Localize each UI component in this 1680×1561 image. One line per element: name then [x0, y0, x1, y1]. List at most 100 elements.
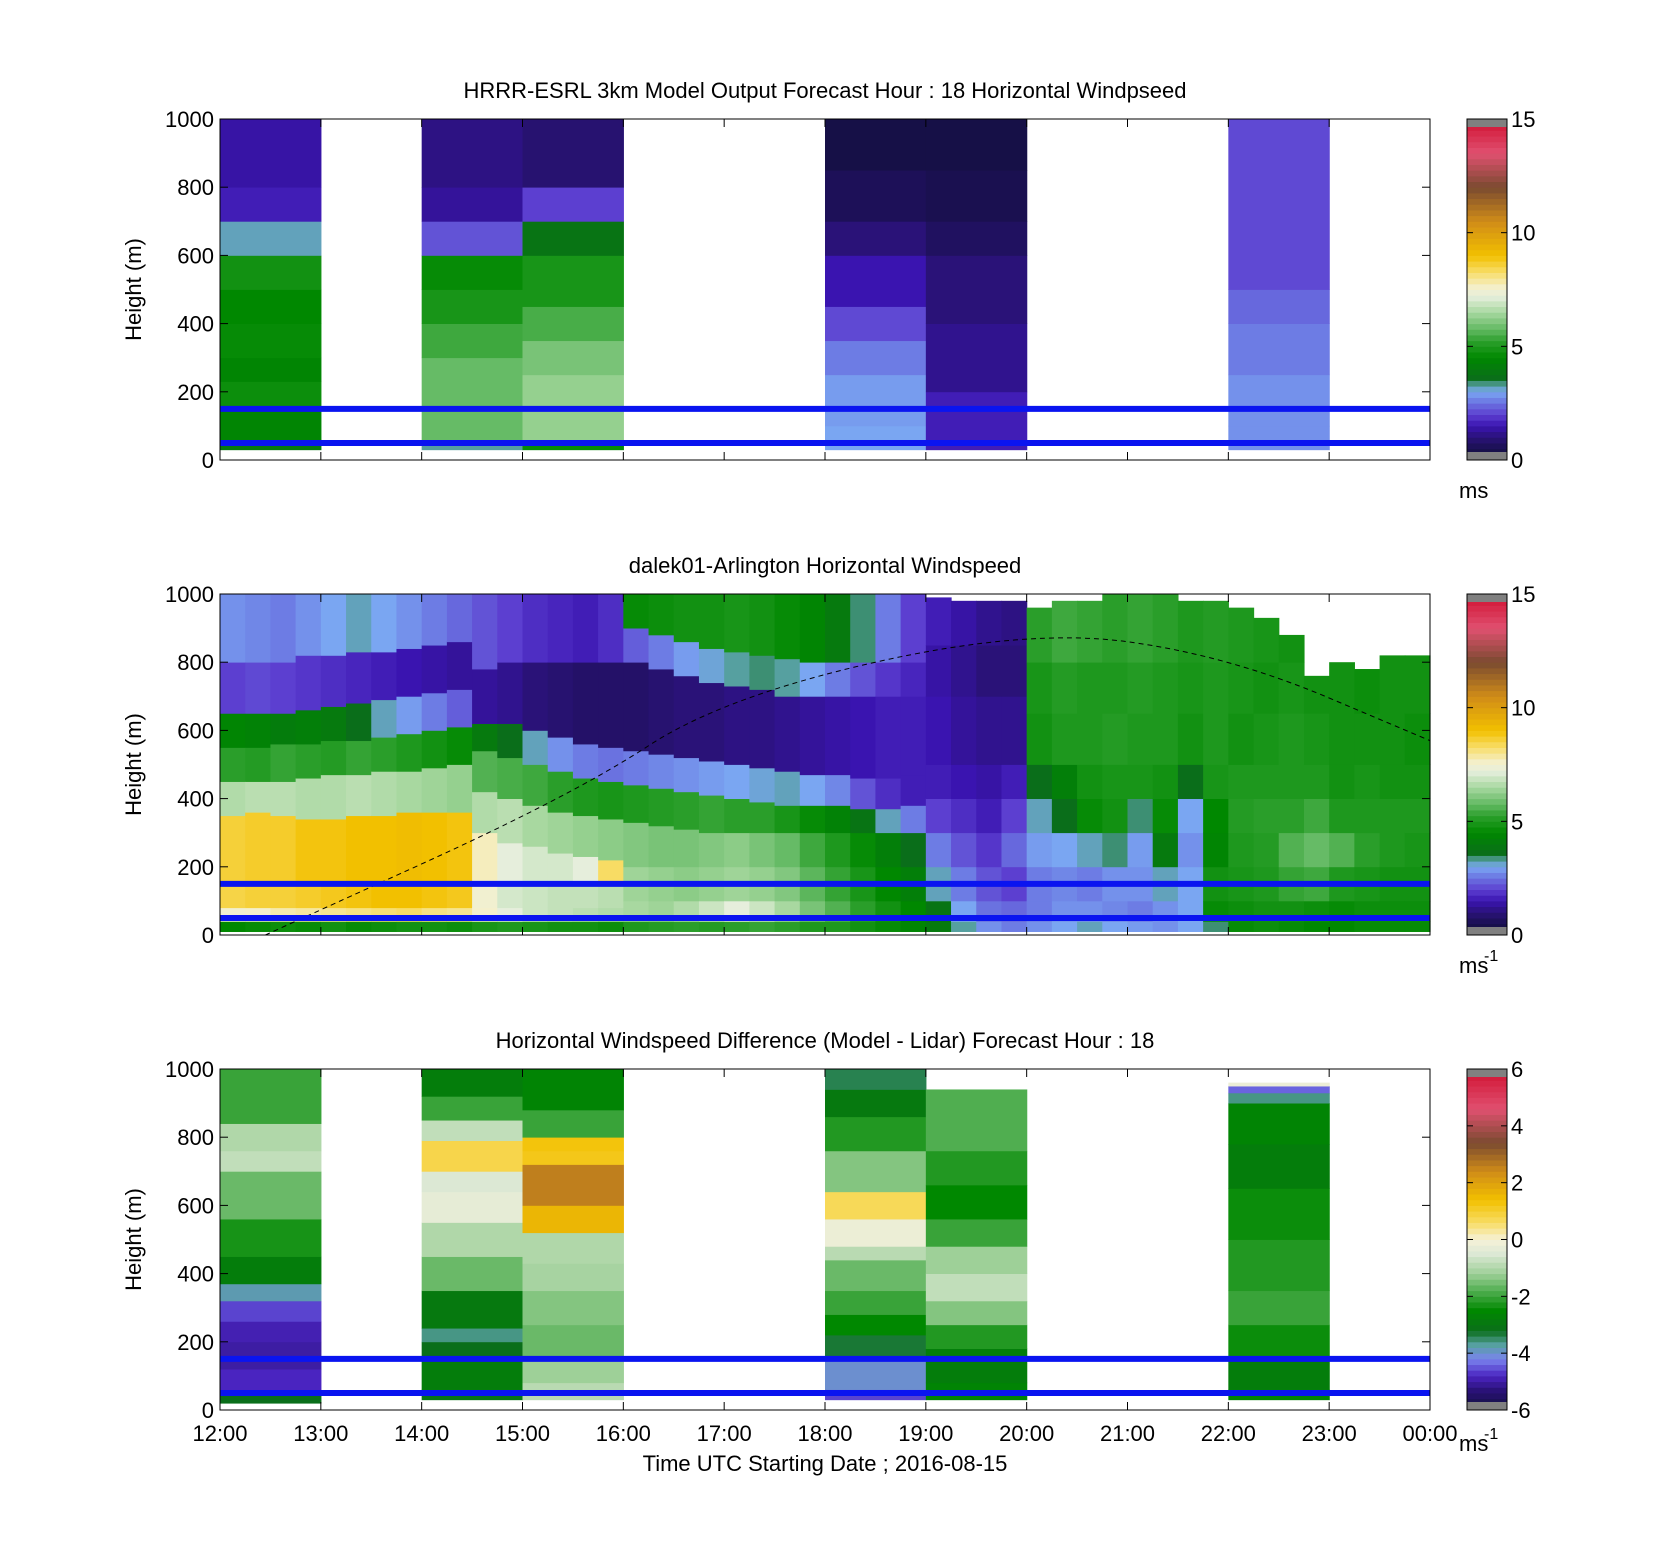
heatmap-cell — [825, 119, 927, 171]
data-column — [623, 594, 650, 932]
heatmap-cell — [346, 815, 372, 885]
y-tick-label: 0 — [202, 923, 214, 948]
heatmap-cell — [1228, 798, 1255, 834]
heatmap-cell — [976, 600, 1003, 646]
colorbar-overflow-cap — [1467, 119, 1507, 127]
heatmap-cell — [220, 594, 246, 663]
colorbar-segment — [1467, 1387, 1507, 1394]
heatmap-cell — [1077, 764, 1103, 799]
heatmap-cell — [749, 832, 776, 868]
heatmap-cell — [825, 374, 927, 427]
heatmap-cell — [245, 781, 272, 813]
heatmap-cell — [1051, 662, 1078, 714]
colorbar-segment — [1467, 130, 1507, 137]
heatmap-cell — [925, 323, 1028, 393]
heatmap-cell — [1303, 675, 1330, 714]
heatmap-cell — [270, 815, 297, 885]
colorbar-segment — [1467, 1103, 1507, 1110]
colorbar-segment — [1467, 1279, 1507, 1286]
colorbar-segment — [1467, 420, 1507, 427]
heatmap-cell — [1379, 798, 1406, 834]
heatmap-cell — [396, 733, 423, 772]
colorbar-segment — [1467, 827, 1507, 834]
colorbar-tick-label: 15 — [1511, 107, 1535, 132]
heatmap-cell — [1329, 832, 1355, 868]
heatmap-cell — [497, 662, 524, 724]
heatmap-cell — [875, 921, 902, 932]
y-tick-label: 800 — [177, 1125, 214, 1150]
heatmap-cell — [1177, 662, 1204, 714]
y-tick-label: 0 — [202, 448, 214, 473]
colorbar-segment — [1467, 741, 1507, 748]
heatmap-cell — [572, 778, 599, 817]
x-tick-label: 23:00 — [1302, 1421, 1357, 1446]
colorbar-segment — [1467, 821, 1507, 828]
heatmap-cell — [522, 764, 549, 806]
data-column — [1177, 600, 1204, 932]
heatmap-cell — [1001, 798, 1028, 834]
heatmap-cell — [1278, 662, 1305, 714]
colorbar-tick-label: 0 — [1511, 923, 1523, 948]
heatmap-cell — [220, 1069, 322, 1124]
heatmap-cell — [1051, 764, 1078, 799]
y-tick-label: 400 — [177, 312, 214, 337]
colorbar-segment — [1467, 1296, 1507, 1303]
y-axis-label: Height (m) — [121, 713, 146, 816]
heatmap-cell — [749, 802, 776, 834]
heatmap-cell — [1177, 764, 1204, 799]
heatmap-cell — [825, 1246, 927, 1261]
heatmap-cell — [421, 692, 448, 731]
colorbar-segment — [1467, 684, 1507, 692]
heatmap-cell — [497, 883, 524, 909]
heatmap-cell — [346, 594, 372, 653]
heatmap-cell — [1228, 832, 1255, 868]
colorbar-segment — [1467, 312, 1507, 319]
heatmap-cell — [421, 289, 524, 324]
heatmap-cell — [220, 1150, 322, 1172]
data-column — [1127, 594, 1154, 932]
heatmap-cell — [825, 594, 851, 663]
heatmap-cell — [673, 829, 700, 868]
heatmap-cell — [371, 815, 398, 885]
colorbar-segment — [1467, 1176, 1507, 1184]
colorbar-segment — [1467, 244, 1507, 251]
heatmap-cell — [1127, 832, 1154, 868]
heatmap-cell — [572, 815, 599, 857]
heatmap-cell — [799, 594, 826, 663]
colorbar-segment — [1467, 815, 1507, 822]
colorbar-segment — [1467, 679, 1507, 686]
heatmap-cell — [472, 669, 498, 724]
heatmap-cell — [270, 744, 297, 782]
data-column — [825, 119, 927, 451]
heatmap-cell — [396, 883, 423, 909]
heatmap-cell — [1379, 832, 1406, 868]
heatmap-cell — [245, 713, 272, 748]
heatmap-cell — [724, 594, 750, 653]
heatmap-cell — [547, 662, 574, 738]
data-column — [346, 594, 372, 932]
heatmap-cell — [220, 1283, 322, 1302]
colorbar-segment — [1467, 295, 1507, 302]
heatmap-cell — [1077, 662, 1103, 714]
colorbar-segment — [1467, 1375, 1507, 1383]
colorbar-segment — [1467, 124, 1507, 131]
colorbar-segment — [1467, 1159, 1507, 1167]
heatmap-cell — [698, 761, 725, 796]
heatmap-cell — [220, 1256, 322, 1285]
heatmap-cell — [1203, 764, 1229, 799]
y-axis-label: Height (m) — [121, 1188, 146, 1291]
heatmap-cell — [1051, 798, 1078, 834]
heatmap-cell — [925, 921, 952, 932]
heatmap-cell — [1127, 921, 1154, 932]
colorbar-segment — [1467, 917, 1507, 925]
heatmap-cell — [1253, 617, 1280, 663]
colorbar-segment — [1467, 656, 1507, 663]
heatmap-cell — [799, 662, 826, 697]
heatmap-cell — [774, 832, 801, 868]
data-column — [472, 594, 498, 932]
heatmap-cell — [522, 374, 624, 410]
heatmap-cell — [1228, 425, 1330, 451]
heatmap-cell — [446, 921, 473, 932]
heatmap-cell — [825, 696, 851, 776]
data-column — [900, 594, 927, 932]
